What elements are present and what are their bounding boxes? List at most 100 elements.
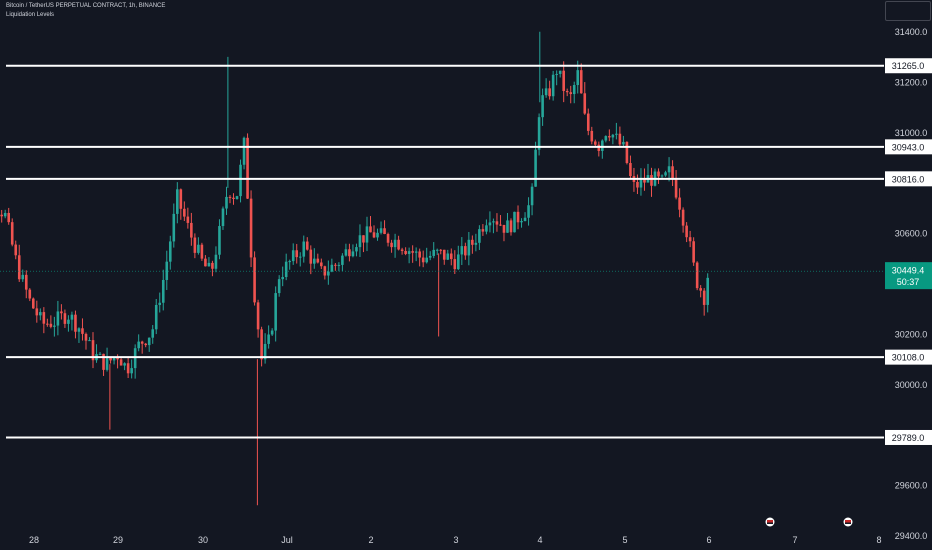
candle (235, 195, 239, 200)
candle (204, 255, 207, 267)
economic-event-flag-icon[interactable] (765, 517, 775, 527)
candle (622, 135, 625, 148)
time-tick-label: 4 (537, 535, 542, 545)
level-label-bg (885, 58, 932, 74)
candle (548, 80, 551, 100)
candle (74, 310, 77, 339)
level-label-bg (885, 139, 932, 155)
candle (190, 212, 193, 246)
candle (537, 113, 541, 156)
time-axis[interactable]: 28 29 30 Jul 2 3 4 5 6 7 8 (29, 535, 882, 545)
candle (365, 216, 369, 252)
candle (604, 135, 608, 143)
candle (305, 237, 309, 251)
candle (221, 206, 225, 230)
candle (579, 63, 583, 94)
candle (67, 315, 70, 332)
level-label: 29789.0 (892, 433, 925, 443)
candle (295, 243, 299, 264)
liquidation-level[interactable]: 30816.0 (6, 171, 932, 187)
candle (291, 243, 295, 265)
candle (674, 170, 678, 200)
candle (523, 212, 527, 222)
candle (442, 249, 446, 265)
candle (130, 359, 133, 379)
candle (63, 309, 67, 328)
candle (615, 122, 618, 140)
candle (492, 218, 495, 234)
liquidation-level[interactable]: 30108.0 (6, 349, 932, 365)
time-tick-label: 2 (368, 535, 373, 545)
level-label: 30816.0 (892, 174, 925, 184)
candle (91, 332, 95, 369)
candle (467, 231, 471, 266)
candle (702, 288, 706, 316)
candle (390, 239, 393, 253)
candle (151, 325, 155, 344)
candle (225, 186, 228, 215)
candle (309, 245, 313, 275)
symbol-title[interactable]: Bitcoin / TetherUS PERPETUAL CONTRACT, 1… (6, 3, 166, 9)
candle (53, 316, 56, 337)
candle (502, 224, 506, 242)
candle (298, 252, 302, 267)
candle (211, 260, 214, 277)
overlay-layer: 30449.450:37 (0, 262, 932, 527)
candle (81, 318, 84, 341)
level-label: 30943.0 (892, 142, 925, 152)
candle (158, 292, 162, 313)
candle (358, 224, 362, 258)
candle (478, 225, 481, 250)
candle (428, 251, 432, 261)
top-right-widget[interactable] (885, 1, 931, 21)
candle (464, 242, 467, 260)
economic-event-flag-icon[interactable] (843, 517, 853, 527)
candle (488, 211, 492, 233)
candle (274, 286, 277, 342)
liquidation-level[interactable]: 29789.0 (6, 429, 932, 445)
price-axis[interactable]: 29400.0 29600.0 30000.0 30200.0 30600.0 31000… (895, 27, 928, 541)
candle (414, 247, 418, 262)
candle (541, 88, 544, 126)
candle (0, 209, 3, 223)
candle (46, 318, 49, 327)
candle (242, 136, 246, 170)
liquidation-level[interactable]: 31265.0 (6, 58, 932, 74)
time-tick-label: Jul (281, 535, 293, 545)
candle (35, 300, 39, 323)
candle (583, 82, 587, 115)
candle (688, 230, 692, 248)
bar-countdown: 50:37 (897, 277, 920, 287)
candle (565, 88, 569, 97)
candle (168, 235, 172, 270)
candle (351, 244, 355, 258)
candle (277, 275, 281, 297)
candle (435, 248, 439, 256)
candle (379, 221, 383, 235)
liquidation-level[interactable]: 30943.0 (6, 139, 932, 155)
candle (249, 190, 253, 268)
candle (629, 155, 632, 179)
candle (200, 242, 204, 261)
candle (657, 168, 660, 184)
candle (558, 70, 562, 78)
candle (260, 326, 263, 367)
candles-layer (0, 31, 709, 506)
indicator-name[interactable]: Liquidation Levels (6, 12, 55, 18)
candle (400, 247, 404, 255)
level-label-bg (885, 171, 932, 187)
candle (123, 362, 126, 371)
candle (608, 129, 611, 142)
candle (70, 311, 74, 331)
candle (495, 213, 499, 232)
candle (481, 224, 485, 236)
candle (207, 257, 211, 267)
level-label: 31265.0 (892, 61, 925, 71)
candle (105, 347, 109, 372)
candle (232, 193, 235, 205)
candle (601, 139, 604, 159)
candle (671, 160, 674, 186)
candle (161, 269, 165, 311)
